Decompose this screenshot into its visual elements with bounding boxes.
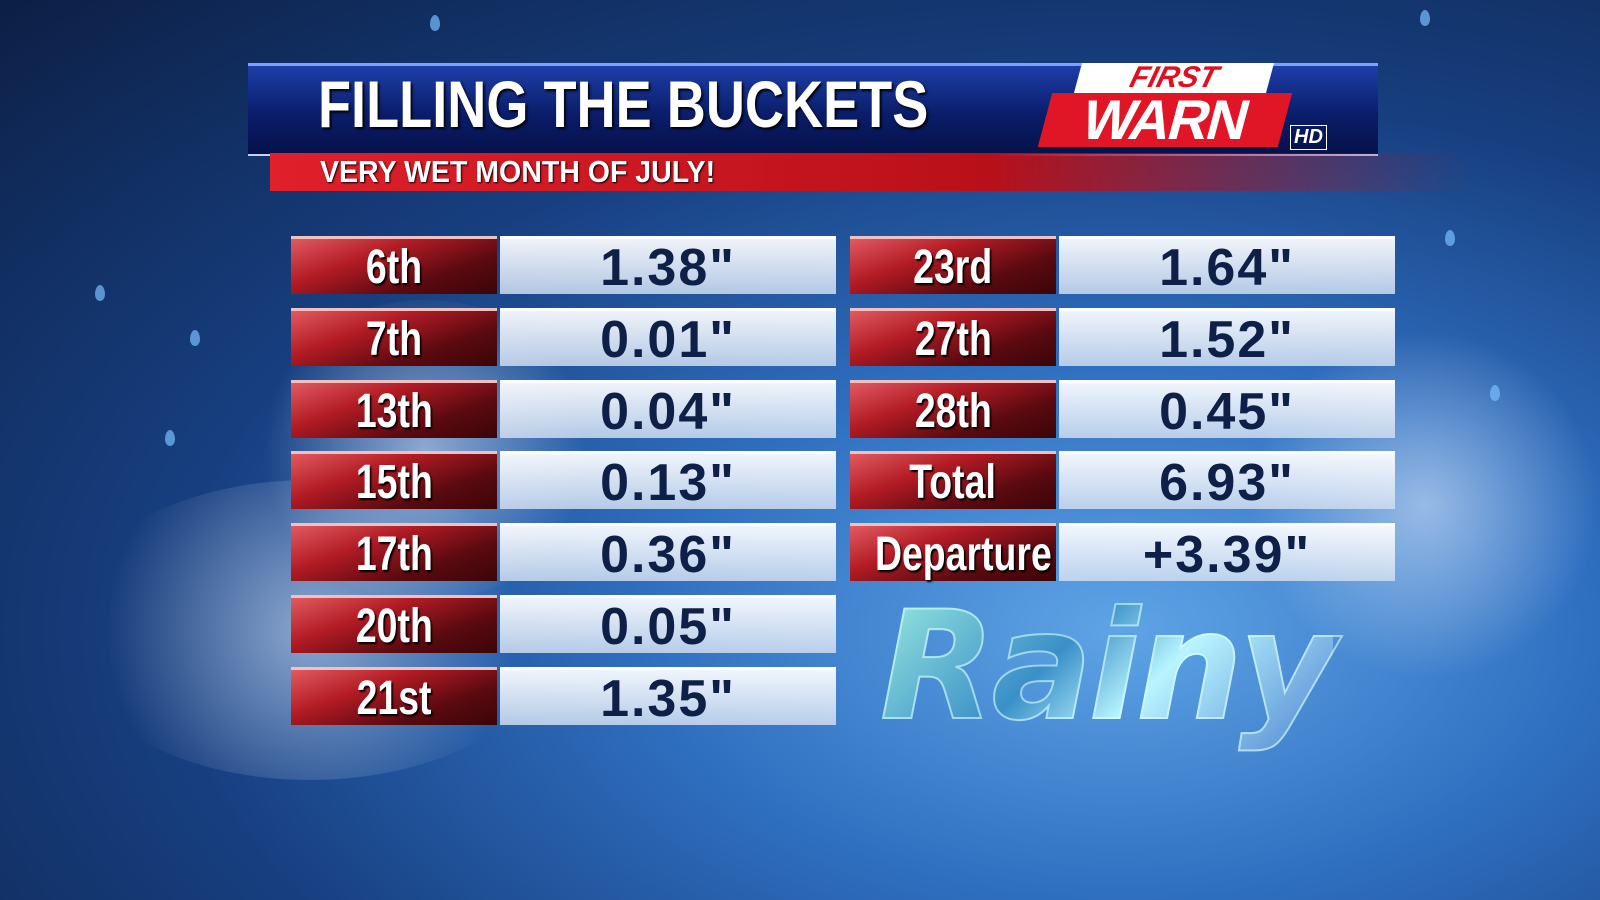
row-label-text: 21st bbox=[356, 671, 432, 725]
row-value: 0.36" bbox=[500, 523, 836, 584]
row-label-text: Total bbox=[909, 456, 997, 510]
raindrop bbox=[430, 15, 440, 31]
row-value: 1.38" bbox=[500, 236, 836, 297]
row-label-text: 7th bbox=[365, 312, 423, 366]
row-label: 21st bbox=[291, 666, 497, 725]
title: FILLING THE BUCKETS bbox=[318, 67, 929, 141]
row-value: 0.13" bbox=[500, 451, 836, 512]
row-label-text: 15th bbox=[355, 456, 433, 510]
row-label-text: 23rd bbox=[913, 241, 993, 294]
raindrop bbox=[1420, 10, 1430, 26]
raindrop bbox=[165, 430, 175, 446]
badge: Rainy bbox=[879, 579, 1338, 755]
row-value: 1.35" bbox=[500, 666, 836, 728]
row-label: 13th bbox=[291, 379, 497, 438]
row-label: 7th bbox=[291, 307, 497, 366]
subtitle-bar bbox=[270, 153, 1470, 191]
row-label-text: 27th bbox=[914, 312, 992, 366]
subtitle: VERY WET MONTH OF JULY! bbox=[320, 154, 716, 189]
row-label-text: 13th bbox=[355, 384, 433, 438]
row-value: 0.05" bbox=[500, 595, 836, 656]
row-label-text: 20th bbox=[355, 600, 433, 653]
raindrop bbox=[1490, 385, 1500, 401]
raindrop bbox=[1445, 230, 1455, 246]
row-label: 15th bbox=[291, 451, 497, 510]
row-label-text: 17th bbox=[355, 528, 433, 582]
raindrop bbox=[95, 285, 105, 301]
logo-warn: WARN bbox=[1037, 88, 1293, 151]
row-label-text: Departure bbox=[874, 528, 1052, 582]
row-label: Total bbox=[850, 451, 1056, 510]
row-value: 6.93" bbox=[1059, 451, 1395, 512]
row-label: 27th bbox=[850, 307, 1056, 366]
row-value: 0.04" bbox=[500, 379, 836, 441]
row-label-text: 28th bbox=[914, 384, 992, 438]
row-value: +3.39" bbox=[1059, 523, 1395, 584]
row-label: 23rd bbox=[850, 236, 1056, 294]
row-label: 6th bbox=[291, 236, 497, 294]
row-label-text: 6th bbox=[365, 241, 423, 294]
row-value: 1.64" bbox=[1059, 236, 1395, 297]
row-label: 28th bbox=[850, 379, 1056, 438]
logo-hd: HD bbox=[1290, 125, 1327, 150]
row-value: 1.52" bbox=[1059, 307, 1395, 369]
row-label: 20th bbox=[291, 595, 497, 653]
row-value: 0.45" bbox=[1059, 379, 1395, 441]
row-label: 17th bbox=[291, 523, 497, 582]
row-label: Departure bbox=[850, 523, 1056, 582]
raindrop bbox=[190, 330, 200, 346]
row-value: 0.01" bbox=[500, 307, 836, 369]
